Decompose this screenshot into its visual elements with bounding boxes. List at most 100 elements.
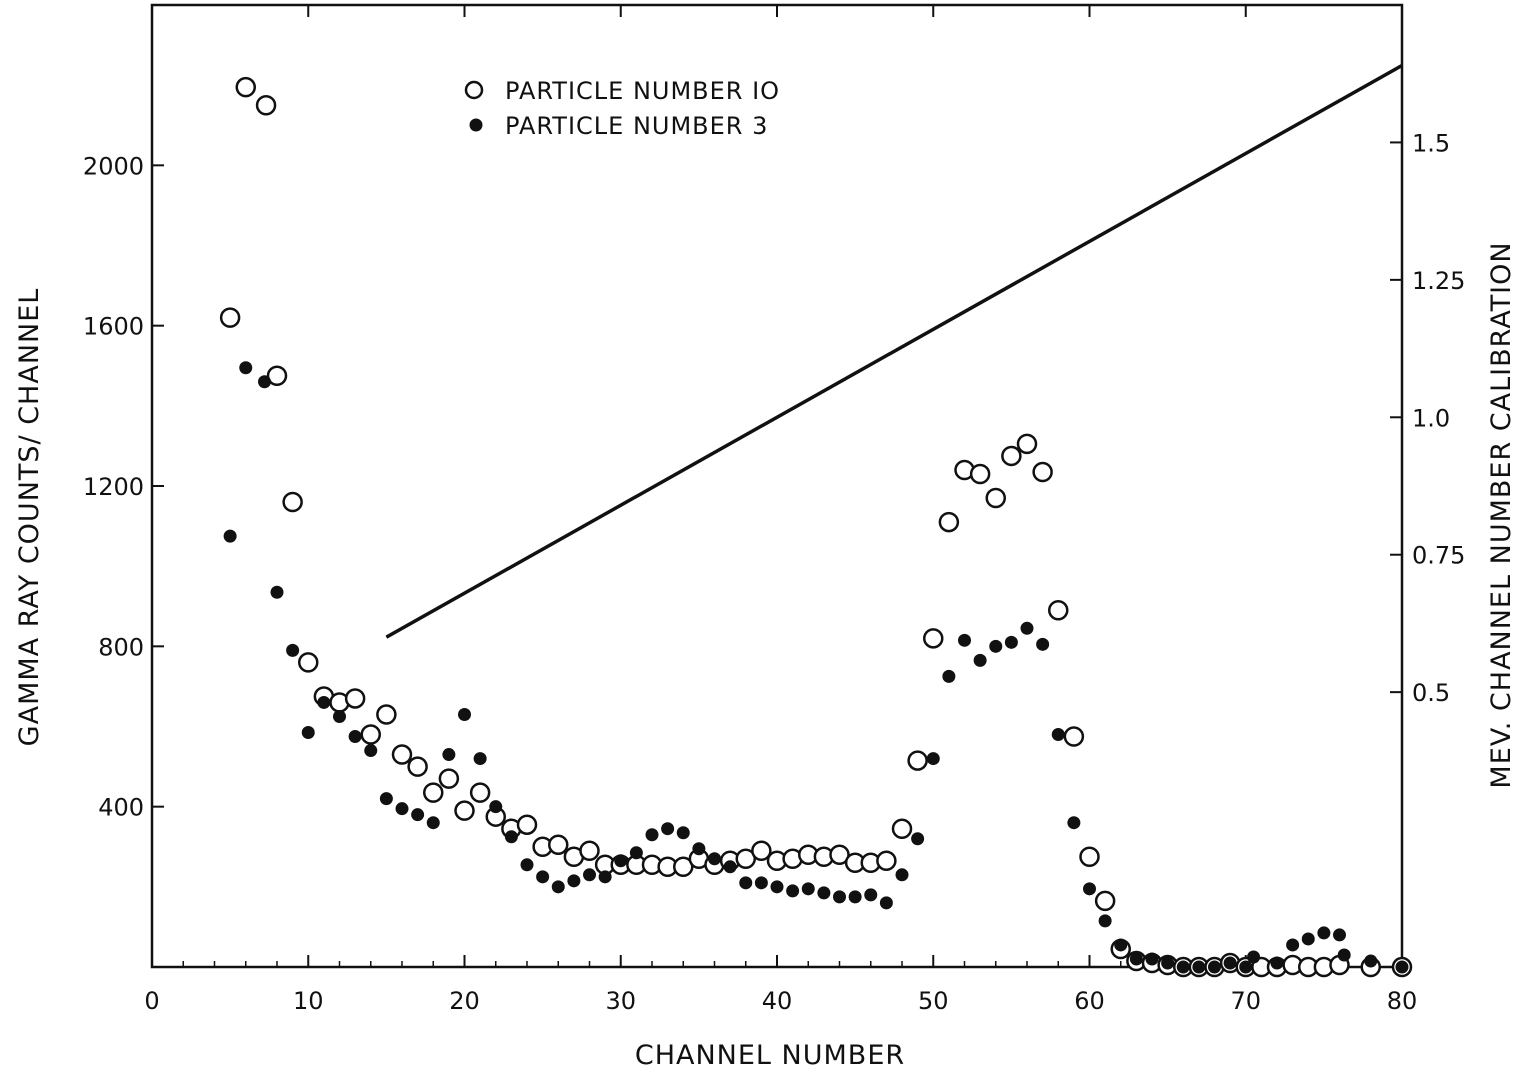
data-point-open-circle <box>735 848 756 870</box>
data-point-filled-circle <box>411 808 425 822</box>
data-point-filled-circle <box>692 842 706 856</box>
x-tick-label: 30 <box>605 987 636 1015</box>
data-point-filled-circle <box>1036 637 1050 651</box>
data-point-filled-circle <box>317 695 331 709</box>
legend-filled-circle-marker <box>469 118 483 132</box>
data-point-open-circle <box>1032 461 1053 483</box>
data-point-open-circle <box>751 840 772 862</box>
data-point-filled-circle <box>786 884 800 898</box>
data-point-filled-circle <box>739 876 753 890</box>
data-point-filled-circle <box>1067 816 1081 830</box>
data-point-filled-circle <box>1145 952 1159 966</box>
data-point-filled-circle <box>1239 960 1253 974</box>
data-point-filled-circle <box>1286 938 1300 952</box>
data-point-open-circle <box>907 750 928 771</box>
calibration-line <box>385 63 1403 639</box>
data-point-filled-circle <box>1223 956 1237 970</box>
data-point-open-circle <box>282 491 303 513</box>
data-point-filled-circle <box>1020 621 1034 635</box>
data-point-filled-circle <box>1364 954 1378 968</box>
data-point-filled-circle <box>1208 960 1221 974</box>
y-axis-ticks: 400 800 1200 1600 2000 <box>83 152 164 822</box>
data-point-filled-circle <box>864 888 878 902</box>
data-point-open-circle <box>1048 600 1069 621</box>
data-point-open-circle <box>454 800 475 821</box>
x-tick-label: 10 <box>293 987 324 1015</box>
data-point-filled-circle <box>270 585 284 599</box>
legend-label-particle-10: PARTICLE NUMBER IO <box>505 77 780 105</box>
data-point-open-circle <box>469 782 491 803</box>
legend-open-circle-marker <box>464 80 484 100</box>
y2-axis-title: MEV. CHANNEL NUMBER CALIBRATION <box>1486 241 1517 788</box>
data-point-filled-circle <box>754 876 768 890</box>
data-point-open-circle <box>255 94 277 116</box>
data-point-open-circle <box>891 818 913 839</box>
data-point-filled-circle <box>520 858 534 872</box>
data-point-filled-circle <box>1114 938 1128 952</box>
data-point-open-circle <box>938 511 960 533</box>
data-point-filled-circle <box>364 744 378 758</box>
data-point-filled-circle <box>223 529 237 543</box>
data-point-filled-circle <box>895 868 909 882</box>
data-point-filled-circle <box>551 880 565 894</box>
data-point-filled-circle <box>348 730 362 744</box>
data-point-open-circle <box>266 365 288 387</box>
data-point-open-circle <box>673 856 694 878</box>
data-point-filled-circle <box>708 852 721 866</box>
x-tick-label: 80 <box>1387 987 1418 1015</box>
data-point-filled-circle <box>629 846 643 860</box>
data-point-filled-circle <box>926 752 940 766</box>
data-point-filled-circle <box>911 832 925 846</box>
data-point-filled-circle <box>1247 950 1261 964</box>
data-point-open-circle <box>438 768 460 789</box>
data-point-filled-circle <box>879 896 893 910</box>
x-tick-label: 50 <box>918 987 949 1015</box>
data-point-open-circle <box>1001 445 1022 467</box>
data-point-filled-circle <box>395 802 409 816</box>
data-point-filled-circle <box>973 653 987 667</box>
data-point-filled-circle <box>989 639 1003 653</box>
y-tick-label: 800 <box>98 633 144 661</box>
data-point-open-circle <box>923 628 944 649</box>
data-point-open-circle <box>829 844 850 866</box>
data-point-filled-circle <box>1098 914 1112 928</box>
data-point-filled-circle <box>286 643 300 657</box>
data-point-filled-circle <box>1161 956 1175 970</box>
data-point-open-circle <box>985 487 1006 509</box>
data-point-filled-circle <box>504 830 518 844</box>
data-point-filled-circle <box>1051 728 1065 742</box>
data-point-filled-circle <box>1192 960 1206 974</box>
data-point-open-circle <box>1079 846 1100 868</box>
data-point-filled-circle <box>473 752 487 766</box>
x-axis-ticks: 0 10 20 30 40 50 60 70 80 <box>144 5 1417 1015</box>
data-point-filled-circle <box>583 868 596 882</box>
data-point-filled-circle <box>1337 948 1351 962</box>
legend: PARTICLE NUMBER IO PARTICLE NUMBER 3 <box>464 77 780 140</box>
y2-tick-label: 1.25 <box>1412 267 1465 295</box>
data-point-open-circle <box>360 724 381 745</box>
data-point-open-circle <box>407 756 428 777</box>
x-tick-label: 20 <box>449 987 480 1015</box>
data-point-filled-circle <box>958 633 971 647</box>
data-point-open-circle <box>344 688 366 709</box>
data-point-filled-circle <box>661 822 675 836</box>
data-point-filled-circle <box>1176 960 1190 974</box>
data-point-open-circle <box>579 840 600 862</box>
y-tick-label: 1600 <box>83 313 144 341</box>
data-point-filled-circle <box>645 828 659 842</box>
data-point-filled-circle <box>1395 960 1409 974</box>
data-point-filled-circle <box>458 707 471 721</box>
data-point-filled-circle <box>770 880 784 894</box>
data-point-filled-circle <box>1333 928 1346 942</box>
y-tick-label: 1200 <box>83 473 144 501</box>
data-point-filled-circle <box>817 886 831 900</box>
data-point-filled-circle <box>723 860 737 874</box>
data-point-filled-circle <box>1317 926 1331 940</box>
data-point-filled-circle <box>536 870 550 884</box>
data-point-open-circle <box>1094 890 1116 912</box>
data-point-filled-circle <box>1301 932 1315 946</box>
x-tick-label: 0 <box>144 987 159 1015</box>
data-point-filled-circle <box>833 890 846 904</box>
data-point-open-circle <box>391 744 413 765</box>
